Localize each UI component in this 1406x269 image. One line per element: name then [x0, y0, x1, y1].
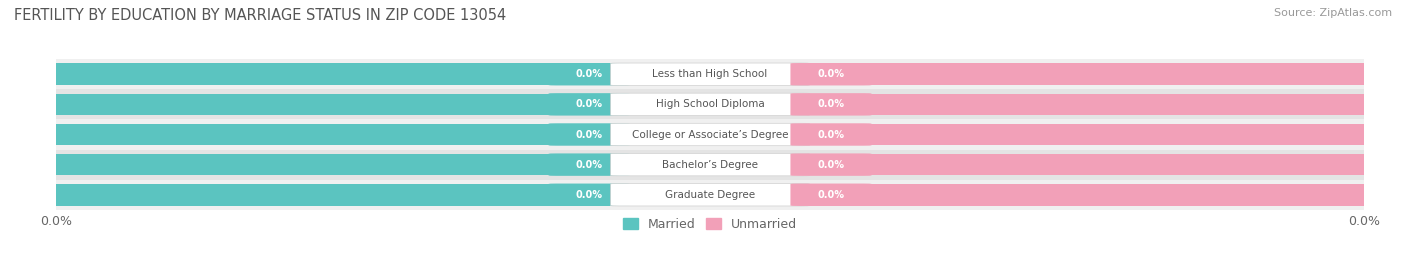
Bar [56, 154, 619, 175]
Text: Source: ZipAtlas.com: Source: ZipAtlas.com [1274, 8, 1392, 18]
Text: College or Associate’s Degree: College or Associate’s Degree [631, 129, 789, 140]
Bar [56, 63, 619, 85]
FancyBboxPatch shape [790, 153, 872, 176]
Bar [56, 150, 1364, 180]
Bar [56, 59, 1364, 89]
FancyBboxPatch shape [548, 153, 630, 176]
Text: 0.0%: 0.0% [817, 99, 845, 109]
Text: 0.0%: 0.0% [575, 129, 603, 140]
Text: 0.0%: 0.0% [817, 160, 845, 170]
Text: 0.0%: 0.0% [575, 190, 603, 200]
Text: Bachelor’s Degree: Bachelor’s Degree [662, 160, 758, 170]
Bar [56, 119, 1364, 150]
FancyBboxPatch shape [610, 123, 810, 146]
FancyBboxPatch shape [548, 123, 630, 146]
Text: 0.0%: 0.0% [575, 69, 603, 79]
FancyBboxPatch shape [610, 183, 810, 206]
FancyBboxPatch shape [548, 183, 630, 206]
Text: 0.0%: 0.0% [817, 69, 845, 79]
FancyBboxPatch shape [790, 63, 872, 86]
Text: 0.0%: 0.0% [817, 190, 845, 200]
Bar [801, 184, 1364, 206]
Bar [56, 94, 619, 115]
Bar [801, 124, 1364, 145]
FancyBboxPatch shape [610, 93, 810, 116]
Text: High School Diploma: High School Diploma [655, 99, 765, 109]
Text: 0.0%: 0.0% [575, 99, 603, 109]
Legend: Married, Unmarried: Married, Unmarried [623, 218, 797, 231]
FancyBboxPatch shape [610, 63, 810, 86]
Text: FERTILITY BY EDUCATION BY MARRIAGE STATUS IN ZIP CODE 13054: FERTILITY BY EDUCATION BY MARRIAGE STATU… [14, 8, 506, 23]
Text: Less than High School: Less than High School [652, 69, 768, 79]
Text: Graduate Degree: Graduate Degree [665, 190, 755, 200]
Bar [56, 184, 619, 206]
Text: 0.0%: 0.0% [817, 129, 845, 140]
FancyBboxPatch shape [548, 93, 630, 116]
Text: 0.0%: 0.0% [575, 160, 603, 170]
Bar [801, 63, 1364, 85]
FancyBboxPatch shape [790, 93, 872, 116]
FancyBboxPatch shape [790, 183, 872, 206]
FancyBboxPatch shape [610, 153, 810, 176]
Bar [801, 94, 1364, 115]
FancyBboxPatch shape [548, 63, 630, 86]
Bar [801, 154, 1364, 175]
FancyBboxPatch shape [790, 123, 872, 146]
Bar [56, 89, 1364, 119]
Bar [56, 180, 1364, 210]
Bar [56, 124, 619, 145]
